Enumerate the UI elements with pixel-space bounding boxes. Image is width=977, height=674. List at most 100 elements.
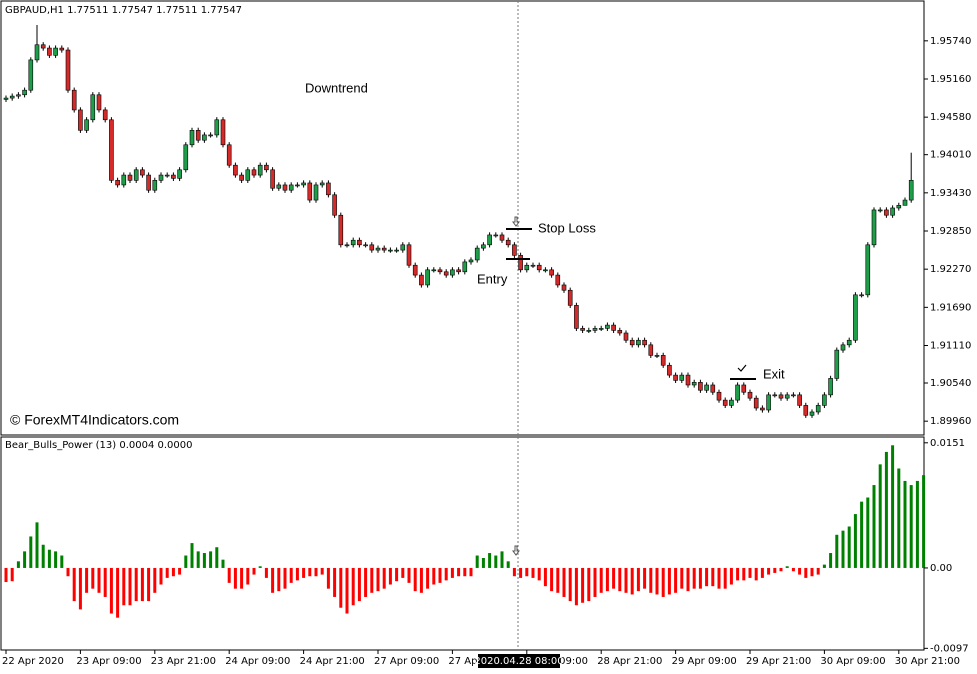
histogram-bar	[407, 567, 411, 583]
candle-body	[313, 184, 319, 201]
histogram-bar	[432, 567, 436, 585]
indicator-panel	[0, 436, 925, 651]
x-tick-label: 23 Apr 09:00	[76, 656, 141, 667]
histogram-bar	[680, 567, 684, 589]
candle-body	[65, 49, 71, 91]
histogram-bar	[308, 567, 312, 577]
histogram-bar	[891, 445, 895, 568]
candle-body	[908, 180, 914, 201]
candle-body	[574, 305, 579, 329]
histogram-bar	[475, 555, 479, 568]
candle-body	[202, 134, 207, 141]
histogram-bar	[333, 567, 337, 597]
histogram-bar	[692, 567, 696, 589]
candle-body	[121, 174, 127, 186]
x-tick-label: 23 Apr 21:00	[151, 656, 216, 667]
candle-body	[369, 244, 375, 251]
candle-body	[183, 144, 189, 171]
candle-body	[877, 209, 883, 212]
candle-body	[896, 205, 902, 209]
histogram-bar	[85, 567, 89, 593]
candle-body	[251, 169, 257, 176]
y-tick-label: 1.92850	[930, 226, 971, 237]
histogram-bar	[686, 567, 690, 592]
candle-body	[127, 174, 133, 181]
candle-body	[809, 411, 815, 416]
histogram-bar	[72, 567, 76, 602]
y-tick-label: 1.91690	[930, 302, 971, 313]
candle-body	[778, 394, 784, 399]
candle-body	[735, 384, 740, 401]
histogram-bar	[581, 567, 585, 603]
histogram-bar	[643, 567, 647, 589]
histogram-bar	[16, 561, 20, 568]
candle-body	[747, 391, 753, 399]
candle-body	[276, 184, 282, 189]
candle-body	[834, 349, 840, 379]
candle-body	[140, 169, 145, 176]
histogram-bar	[450, 567, 454, 578]
annotation: Exit	[763, 366, 785, 381]
histogram-bar	[829, 553, 833, 568]
candle-body	[350, 239, 356, 246]
x-tick-label: 24 Apr 21:00	[300, 656, 365, 667]
histogram-bar	[884, 451, 888, 568]
candle-body	[722, 399, 728, 406]
candle-body	[536, 264, 542, 271]
histogram-bar	[357, 567, 361, 602]
annotation: Downtrend	[305, 80, 368, 95]
candle-body	[648, 344, 654, 356]
histogram-bar	[816, 567, 820, 575]
histogram-bar	[227, 567, 231, 583]
candle-body	[450, 269, 455, 276]
y-tick-label: 1.94010	[930, 150, 971, 161]
candle-body	[9, 95, 15, 99]
histogram-bar	[785, 566, 789, 568]
candle-body	[605, 324, 610, 329]
histogram-bar	[599, 567, 603, 593]
histogram-bar	[41, 544, 45, 568]
histogram-bar	[698, 567, 702, 589]
candle-body	[195, 130, 201, 141]
candle-body	[468, 259, 474, 263]
histogram-bar	[531, 567, 535, 578]
histogram-bar	[382, 567, 386, 589]
histogram-bar	[35, 522, 39, 568]
candle-body	[208, 134, 213, 137]
histogram-bar	[246, 567, 250, 585]
histogram-bar	[754, 567, 758, 581]
candle-body	[177, 169, 182, 179]
histogram-bar	[258, 566, 262, 568]
histogram-bar	[438, 567, 442, 583]
histogram-bar	[351, 567, 355, 606]
candle-body	[443, 271, 449, 276]
candle-body	[388, 249, 393, 252]
histogram-bar	[209, 551, 213, 568]
candle-body	[505, 239, 511, 246]
histogram-bar	[705, 567, 709, 587]
histogram-bar	[122, 567, 126, 606]
candle-body	[642, 339, 647, 346]
histogram-bar	[866, 497, 870, 568]
candle-body	[282, 184, 288, 191]
histogram-bar	[159, 567, 163, 585]
histogram-bar	[264, 567, 268, 578]
candle-body	[636, 339, 641, 346]
histogram-bar	[295, 567, 299, 581]
histogram-bar	[140, 567, 144, 602]
candle-body	[146, 174, 151, 191]
candle-body	[115, 180, 120, 186]
histogram-bar	[556, 567, 560, 593]
y-tick-label: 1.91110	[930, 341, 971, 352]
candle-body	[890, 207, 895, 216]
histogram-bar	[562, 567, 566, 597]
candle-body	[239, 174, 244, 181]
candle-body	[270, 169, 275, 189]
histogram-bar	[283, 567, 287, 589]
candle-body	[530, 264, 536, 267]
candle-body	[319, 182, 325, 186]
histogram-bar	[178, 567, 182, 575]
candle-body	[729, 399, 734, 406]
candle-body	[784, 394, 790, 399]
histogram-bar	[147, 567, 151, 602]
